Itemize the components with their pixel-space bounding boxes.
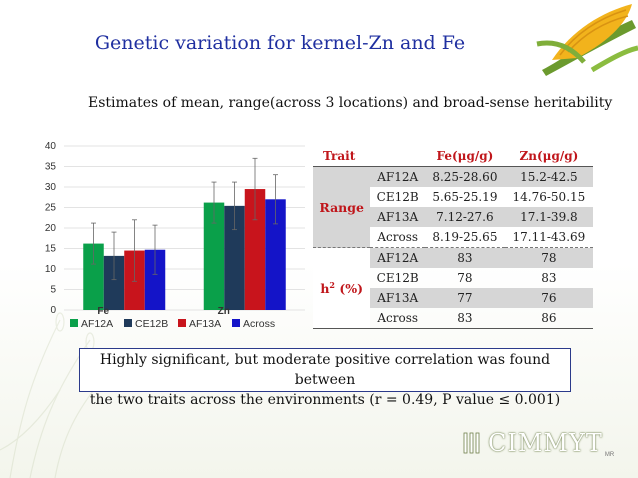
y-tick-label: 5 [50, 285, 56, 296]
x-category-label: Fe [97, 306, 109, 317]
loc-cell: AF12A [370, 166, 425, 187]
slide-subtitle: Estimates of mean, range(across 3 locati… [88, 95, 613, 111]
loc-cell: AF13A [377, 210, 419, 224]
table-header-row: Trait Fe(μg/g) Zn(μg/g) [313, 146, 593, 167]
slide-title: Genetic variation for kernel-Zn and Fe [94, 32, 466, 54]
header-trait: Trait [323, 149, 356, 163]
logo-trademark: MR [604, 452, 615, 458]
table-row: h2 (%) AF12A 83 78 [313, 247, 593, 329]
y-tick-label: 10 [45, 264, 57, 275]
fe-cell: 7.12-27.6 [436, 210, 494, 224]
fe-cell: 5.65-25.19 [432, 190, 498, 204]
fe-cell: 8.19-25.65 [432, 230, 498, 244]
trait-table: Trait Fe(μg/g) Zn(μg/g) Range AF12A 8.25… [313, 146, 593, 329]
y-tick-label: 35 [45, 162, 57, 173]
zn-cell: 83 [541, 271, 557, 285]
bar-af12a-zn [203, 202, 225, 310]
table-row: Range AF12A 8.25-28.60 15.2-42.5 [313, 166, 593, 215]
zn-cell: 14.76-50.15 [512, 190, 586, 204]
table-row: CE12B 5.65-25.19 14.76-50.15 [313, 187, 593, 207]
fe-cell: 83 [424, 308, 505, 329]
loc-cell: AF13A [377, 291, 419, 305]
legend-swatch [124, 319, 132, 327]
range-label: Range [319, 199, 364, 215]
legend-label: AF12A [81, 318, 113, 330]
bar-chart: 0 5 10 15 20 25 30 35 40 Fe Zn AF12A CE12B AF13A Acros… [45, 141, 305, 330]
corn-cob-icon [536, 4, 638, 76]
bar-ce12b-zn [224, 205, 245, 310]
zn-cell: 17.11-43.69 [512, 230, 586, 244]
heritability-label: h2 (%) [313, 247, 371, 329]
conclusion-box: Highly significant, but moderate positiv… [79, 348, 571, 408]
y-tick-label: 40 [45, 141, 57, 152]
fe-cell: 8.25-28.60 [424, 166, 505, 187]
zn-cell: 86 [504, 308, 593, 329]
table-row: Across 83 86 [313, 308, 593, 329]
x-category-label: Zn [218, 306, 230, 317]
fe-cell: 78 [457, 271, 473, 285]
y-tick-label: 20 [45, 223, 57, 234]
loc-cell: CE12B [376, 190, 419, 204]
zn-cell: 15.2-42.5 [504, 166, 593, 187]
bar-across-fe [144, 249, 166, 310]
legend-swatch [232, 319, 240, 327]
legend-swatch [178, 319, 186, 327]
cimmyt-logo: CIMMYT MR [462, 428, 614, 458]
header-fe: Fe(μg/g) [436, 149, 494, 163]
table-row: Across 8.19-25.65 17.11-43.69 [313, 227, 593, 248]
table-row: AF13A 7.12-27.6 17.1-39.8 [313, 207, 593, 227]
legend-label: CE12B [135, 318, 168, 330]
y-tick-label: 0 [50, 305, 56, 316]
fe-cell: 83 [424, 247, 505, 268]
y-tick-label: 25 [45, 203, 57, 214]
zn-cell: 17.1-39.8 [520, 210, 578, 224]
wheat-mark-icon [463, 432, 480, 454]
conclusion-line-1: Highly significant, but moderate positiv… [99, 352, 551, 388]
zn-cell: 76 [541, 291, 557, 305]
table-row: CE12B 78 83 [313, 268, 593, 288]
legend-label: Across [243, 318, 275, 330]
bar-ce12b-fe [103, 255, 125, 310]
table-row: AF13A 77 76 [313, 288, 593, 308]
bar-af12a-fe [83, 243, 104, 310]
legend-swatch [70, 319, 78, 327]
legend-label: AF13A [189, 318, 221, 330]
logo-text: CIMMYT [488, 429, 603, 457]
y-tick-label: 15 [45, 244, 57, 255]
loc-cell: Across [370, 308, 425, 329]
loc-cell: AF12A [370, 247, 425, 268]
conclusion-line-2: the two traits across the environments (… [89, 392, 561, 408]
bar-af13a-zn [244, 189, 266, 310]
bar-across-zn [265, 199, 286, 310]
loc-cell: CE12B [376, 271, 419, 285]
zn-cell: 78 [504, 247, 593, 268]
header-zn: Zn(μg/g) [519, 149, 579, 163]
y-tick-label: 30 [45, 182, 57, 193]
loc-cell: Across [377, 230, 419, 244]
fe-cell: 77 [457, 291, 473, 305]
